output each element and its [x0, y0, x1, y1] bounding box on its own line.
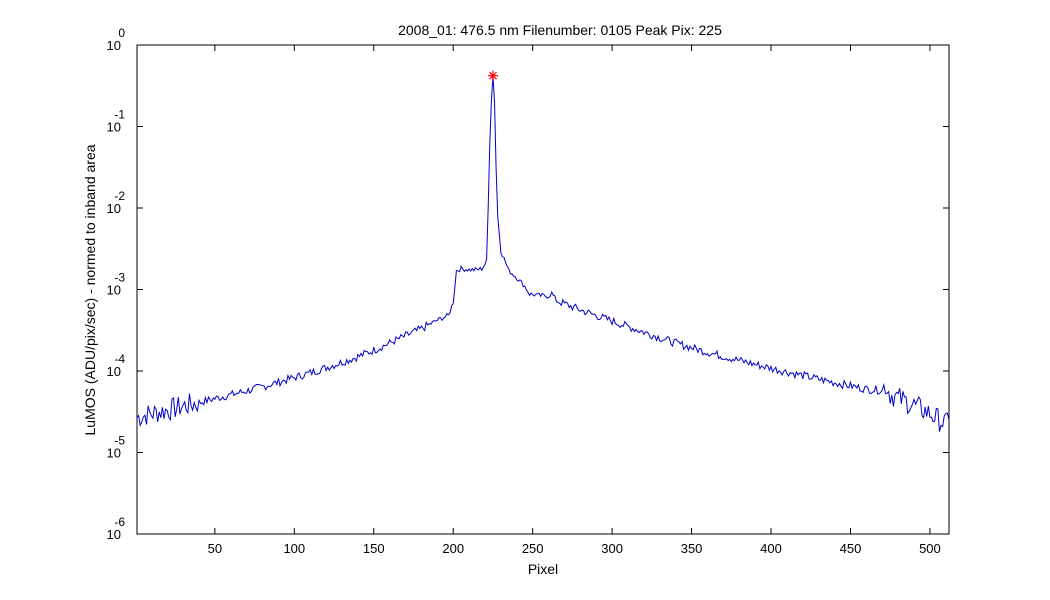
chart-title: 2008_01: 476.5 nm Filenumber: 0105 Peak … — [398, 22, 722, 38]
x-tick-label: 400 — [760, 541, 782, 556]
x-tick-label: 350 — [681, 541, 703, 556]
data-series-line — [136, 75, 950, 432]
y-tick-label-base: 10 — [107, 364, 121, 379]
x-tick-label: 500 — [919, 541, 941, 556]
y-tick-label-base: 10 — [107, 527, 121, 542]
y-tick-label-exponent: -5 — [114, 434, 125, 448]
y-tick-label-exponent: 0 — [118, 26, 125, 40]
plot-area — [136, 44, 950, 535]
peak-marker-stroke — [489, 71, 497, 80]
x-tick-label: 200 — [442, 541, 464, 556]
x-tick-label: 450 — [840, 541, 862, 556]
y-tick-label-base: 10 — [107, 38, 121, 53]
x-tick-label: 150 — [363, 541, 385, 556]
y-tick-label-exponent: -6 — [114, 515, 125, 529]
x-tick-label: 300 — [601, 541, 623, 556]
y-tick-label-base: 10 — [107, 446, 121, 461]
x-tick-label: 50 — [208, 541, 222, 556]
y-tick-label-exponent: -4 — [114, 352, 125, 366]
y-tick-label-exponent: -2 — [114, 189, 125, 203]
y-tick-label-base: 10 — [107, 283, 121, 298]
x-tick-label: 250 — [522, 541, 544, 556]
peak-marker — [487, 70, 498, 81]
y-tick-label-base: 10 — [107, 120, 121, 135]
y-axis-label: LuMOS (ADU/pix/sec) - normed to inband a… — [82, 144, 98, 435]
x-tick-label: 100 — [283, 541, 305, 556]
y-tick-label-base: 10 — [107, 201, 121, 216]
x-axis-label: Pixel — [528, 561, 558, 577]
y-tick-label-exponent: -3 — [114, 271, 125, 285]
y-tick-label-exponent: -1 — [114, 108, 125, 122]
